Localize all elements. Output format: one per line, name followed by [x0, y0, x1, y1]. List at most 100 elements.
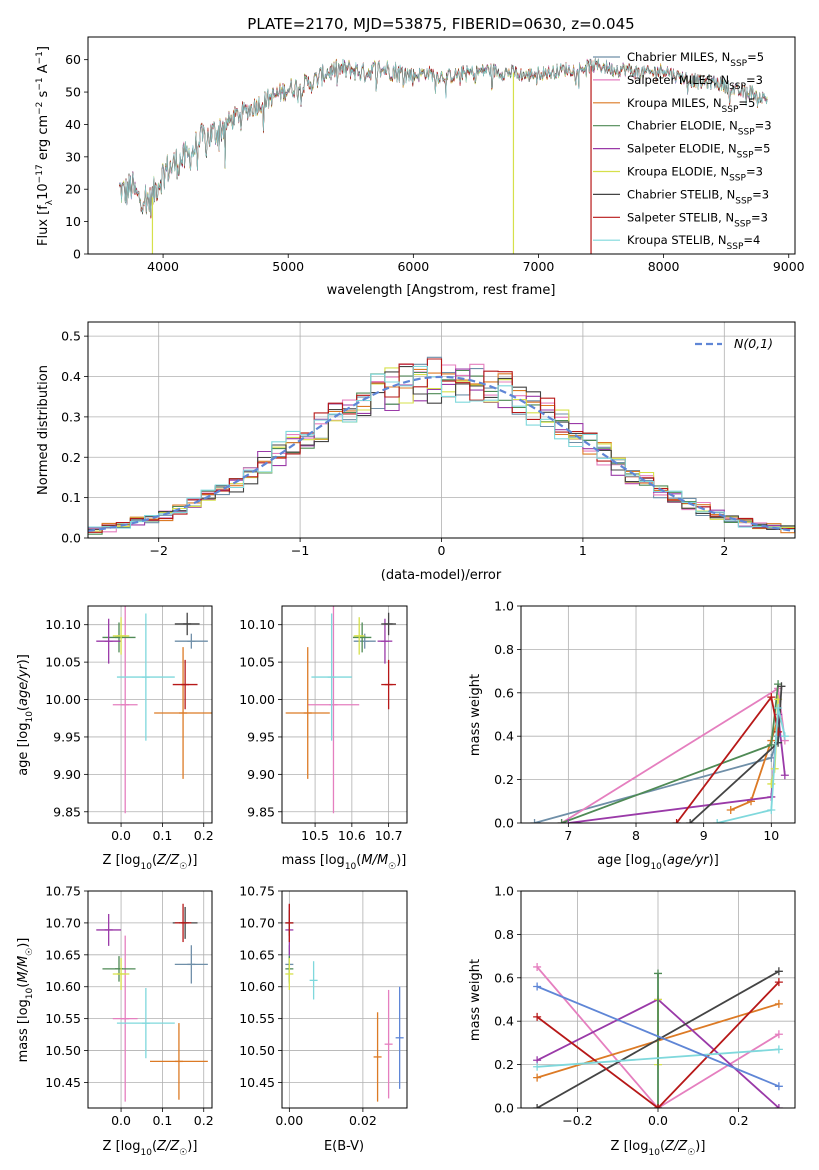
weight-marker [780, 771, 789, 780]
y-tick-label: 0.4 [494, 1014, 514, 1029]
y-tick-label: 10.00 [239, 692, 275, 707]
age_vs_mass-plot [285, 606, 396, 814]
age_vs_Z-plot [96, 606, 212, 814]
y-tick-label: 10.60 [239, 979, 275, 994]
mw_age-plot [530, 680, 789, 823]
x-tick-label: 0.0 [111, 828, 131, 843]
weight-marker [533, 1012, 542, 1021]
mw_Z-frame: −0.2 0.0 0.2 0.0 0.2 0.4 0.6 0.8 1.0 Z [log10(Z/Z… [468, 884, 796, 1158]
y-tick-label: 10.75 [239, 884, 275, 899]
y-tick-label: 10.55 [239, 1011, 275, 1026]
x-tick-label: 5000 [272, 259, 304, 274]
y-tick-label: 1.0 [494, 884, 514, 899]
weight-line [568, 714, 786, 823]
weight-marker [654, 969, 662, 978]
axes-frame [87, 605, 213, 824]
weight-marker [557, 819, 566, 823]
weight-marker [774, 727, 783, 736]
axes-frame [281, 605, 408, 824]
weight-marker [780, 732, 789, 741]
x-tick-label: 9000 [773, 259, 805, 274]
residuals-plot [88, 356, 795, 535]
axes-frame [87, 890, 213, 1109]
x-tick-label: 10 [763, 828, 779, 843]
x-axis-label: age [log10(age/yr)] [597, 853, 719, 872]
y-tick-label: 10 [65, 214, 81, 229]
x-tick-label: 4000 [147, 259, 179, 274]
mw_Z-plot [533, 962, 783, 1108]
mass_vs_Z-frame: 0.0 0.1 0.2 10.45 10.50 10.55 10.60 10.65 10.70 1… [16, 884, 214, 1159]
weight-marker [767, 779, 776, 788]
weight-line [716, 707, 786, 823]
y-tick-label: 0.0 [61, 531, 81, 546]
age_vs_Z-frame: 0.0 0.1 0.2 9.85 9.90 9.95 10.00 10.05 10.10 Z [l… [16, 605, 214, 872]
weight-marker [774, 1104, 783, 1108]
y-tick-label: 9.85 [53, 804, 81, 819]
x-tick-label: −0.2 [562, 1113, 592, 1128]
weight-line [536, 966, 780, 1108]
y-tick-label: 50 [65, 85, 81, 100]
weight-line [536, 970, 780, 1108]
x-tick-label: 8000 [648, 259, 680, 274]
x-tick-label: 10.5 [301, 828, 329, 843]
y-tick-label: 9.95 [53, 729, 81, 744]
legend-entry: Chabrier STELIB, NSSP=3 [627, 187, 769, 206]
x-axis-label: wavelength [Angstrom, rest frame] [327, 283, 556, 298]
y-tick-label: 9.85 [247, 804, 275, 819]
x-tick-label: 0 [438, 543, 446, 558]
y-tick-label: 10.05 [45, 655, 81, 670]
weight-marker [774, 967, 783, 976]
y-tick-label: 0.2 [494, 772, 514, 787]
figure-title: PLATE=2170, MJD=53875, FIBERID=0630, z=0… [247, 15, 634, 33]
spectrum-plot [119, 57, 768, 254]
y-tick-label: 40 [65, 117, 81, 132]
x-axis-label: E(B-V) [324, 1139, 364, 1154]
x-axis-label: Z [log10(Z/Z☉)] [103, 853, 198, 872]
weight-marker [713, 819, 722, 823]
histogram-step [88, 365, 795, 531]
histogram-step [88, 366, 795, 530]
weight-marker [774, 1030, 783, 1039]
weight-marker [747, 797, 756, 806]
x-tick-label: 0.2 [194, 828, 214, 843]
residuals-frame: −2 −1 0 1 2 0.0 0.1 0.2 0.3 0.4 0.5 (data-model)/er… [36, 321, 796, 583]
weight-marker [767, 693, 776, 702]
x-tick-label: 0.1 [152, 1113, 172, 1128]
weight-marker [654, 1104, 662, 1108]
y-axis-label: mass weight [468, 674, 483, 756]
weight-marker [774, 1045, 783, 1054]
weight-marker [777, 682, 786, 691]
x-tick-label: 0.1 [152, 828, 172, 843]
y-axis-label: Normed distribution [36, 365, 51, 495]
weight-marker [564, 819, 573, 823]
legend-entry: Salpeter STELIB, NSSP=3 [627, 210, 768, 229]
y-tick-label: 0.6 [494, 970, 514, 985]
weight-marker [533, 982, 542, 991]
y-tick-label: 0.2 [494, 1057, 514, 1072]
y-axis-label: mass weight [468, 959, 483, 1041]
x-tick-label: 10.6 [338, 828, 366, 843]
histogram-step [88, 358, 795, 533]
y-tick-label: 10.45 [45, 1075, 81, 1090]
weight-line [730, 718, 779, 811]
age_vs_Z-axes [88, 606, 212, 823]
spectrum-frame: 4000 5000 6000 7000 8000 9000 0 10 20 30 40 50 60 wav… [35, 36, 805, 298]
y-tick-label: 0.1 [61, 490, 81, 505]
y-tick-label: 10.70 [239, 915, 275, 930]
mass_vs_ebv-frame: 0.00 0.02 10.45 10.50 10.55 10.60 10.65 10.70 10… [239, 884, 408, 1154]
y-tick-label: 0.5 [61, 329, 81, 344]
y-tick-label: 0.0 [494, 816, 514, 831]
weight-marker [533, 1073, 542, 1082]
mass_vs_Z-plot [96, 903, 208, 1102]
weight-marker [774, 703, 783, 712]
age_vs_mass-frame: 10.5 10.6 10.7 9.85 9.90 9.95 10.00 10.05 10.10 m… [239, 605, 408, 872]
x-tick-label: 0.2 [194, 1113, 214, 1128]
x-tick-label: 8 [632, 828, 640, 843]
weight-marker [533, 1104, 542, 1108]
y-tick-label: 10.10 [45, 617, 81, 632]
legend-entry: Kroupa ELODIE, NSSP=3 [627, 165, 763, 184]
y-tick-label: 10.50 [45, 1043, 81, 1058]
weight-marker [767, 740, 776, 749]
y-tick-label: 1.0 [494, 599, 514, 614]
